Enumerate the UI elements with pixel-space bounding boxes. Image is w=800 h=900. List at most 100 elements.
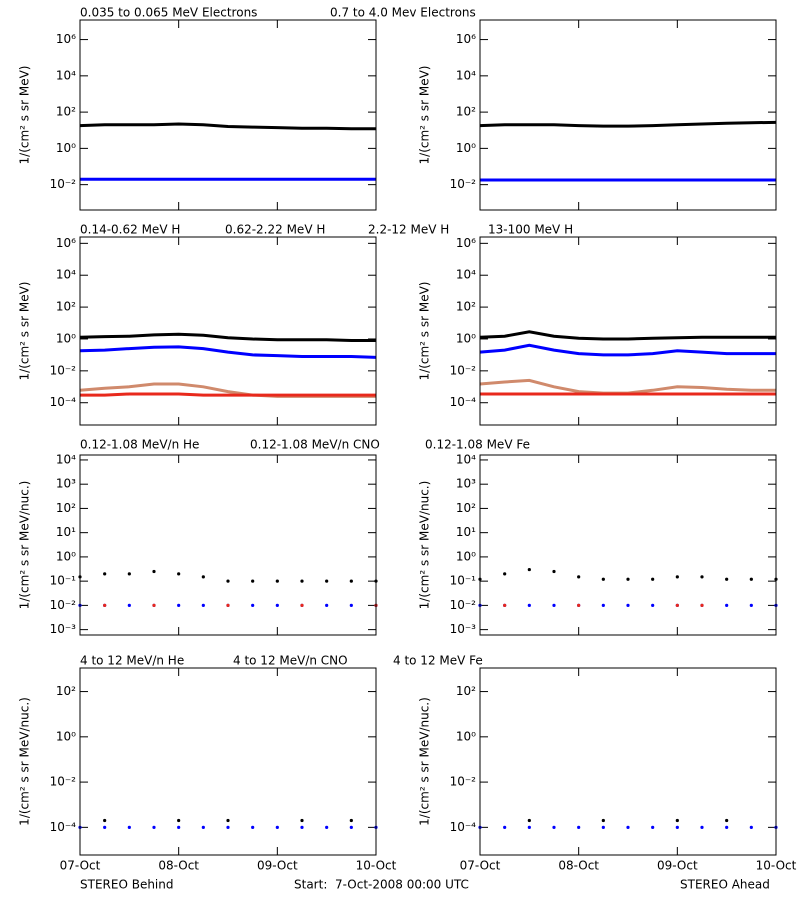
y-axis-label: 1/(cm² s sr MeV) xyxy=(418,66,432,165)
y-axis-label: 1/(cm² s sr MeV/nuc.) xyxy=(418,481,432,610)
data-point xyxy=(601,603,605,607)
data-point xyxy=(749,577,753,581)
data-point xyxy=(527,603,531,607)
y-axis-label: 1/(cm² s sr MeV) xyxy=(18,66,32,165)
data-point xyxy=(103,825,107,829)
data-point xyxy=(601,825,605,829)
data-point xyxy=(152,569,156,574)
data-point xyxy=(251,603,255,607)
data-point xyxy=(626,825,630,829)
plot-frame xyxy=(79,454,377,636)
plot-frame xyxy=(479,454,777,636)
data-point xyxy=(275,603,279,607)
footer-left: STEREO Behind xyxy=(80,878,174,892)
plot-frame xyxy=(79,667,377,856)
legend-entry: 0.7 to 4.0 Mev Electrons xyxy=(330,6,476,20)
series-line xyxy=(79,345,377,359)
legend-entry: 2.2-12 MeV H xyxy=(368,223,449,237)
data-point xyxy=(527,825,531,829)
x-tick-label: 10-Oct xyxy=(356,859,397,873)
data-point xyxy=(552,825,556,829)
x-tick-label: 08-Oct xyxy=(558,859,599,873)
legend-entry: 4 to 12 MeV/n He xyxy=(80,654,184,668)
y-tick-label: 10⁻² xyxy=(50,363,77,377)
y-tick-label: 10⁻⁴ xyxy=(450,395,477,409)
data-point xyxy=(325,603,329,607)
data-point xyxy=(275,579,279,583)
data-point xyxy=(226,818,230,823)
y-tick-label: 10² xyxy=(56,684,76,698)
series-line xyxy=(80,392,376,397)
y-tick-label: 10² xyxy=(56,300,76,314)
data-point xyxy=(725,825,729,829)
data-point xyxy=(725,577,729,581)
data-point xyxy=(503,825,507,829)
data-point xyxy=(226,603,230,607)
data-point xyxy=(201,825,205,829)
data-point xyxy=(300,603,304,607)
y-axis-label: 1/(cm² s sr MeV) xyxy=(18,282,32,381)
y-tick-label: 10² xyxy=(456,300,476,314)
data-point xyxy=(749,603,753,607)
legend-entry: 0.12-1.08 MeV/n CNO xyxy=(250,438,380,452)
data-point xyxy=(675,575,679,579)
y-axis-label: 1/(cm² s sr MeV/nuc.) xyxy=(18,697,32,826)
x-tick-label: 07-Oct xyxy=(460,859,501,873)
data-point xyxy=(349,825,353,829)
y-tick-label: 10² xyxy=(56,105,76,119)
legend-entry: 13-100 MeV H xyxy=(488,223,573,237)
y-tick-label: 10⁰ xyxy=(456,331,476,345)
y-tick-label: 10⁴ xyxy=(56,68,76,82)
legend-entry: 0.12-1.08 MeV Fe xyxy=(425,438,530,452)
y-tick-label: 10⁻³ xyxy=(450,622,477,636)
y-axis-label: 1/(cm² s sr MeV/nuc.) xyxy=(18,481,32,610)
x-tick-label: 08-Oct xyxy=(158,859,199,873)
data-point xyxy=(275,825,279,829)
data-point xyxy=(651,825,655,829)
data-point xyxy=(700,575,704,579)
data-point xyxy=(700,825,704,829)
y-tick-label: 10² xyxy=(456,684,476,698)
y-tick-label: 10⁴ xyxy=(456,268,476,282)
legend-entry: 4 to 12 MeV/n CNO xyxy=(233,654,348,668)
series-line xyxy=(479,378,776,395)
legend-entry: 4 to 12 MeV Fe xyxy=(393,654,483,668)
data-point xyxy=(103,603,107,607)
y-axis-label: 1/(cm² s sr MeV/nuc.) xyxy=(418,697,432,826)
y-tick-label: 10⁰ xyxy=(56,729,76,743)
y-tick-label: 10⁰ xyxy=(456,141,476,155)
series-line xyxy=(79,122,376,131)
y-tick-label: 10⁻¹ xyxy=(50,574,77,588)
data-point xyxy=(349,579,353,583)
y-tick-label: 10² xyxy=(56,501,76,515)
data-point xyxy=(626,603,630,607)
data-point xyxy=(300,825,304,829)
data-point xyxy=(725,603,729,607)
data-point xyxy=(152,603,156,607)
data-point xyxy=(300,579,304,583)
data-point xyxy=(651,603,655,607)
series-line xyxy=(479,330,776,341)
data-point xyxy=(675,825,679,829)
data-point xyxy=(601,818,605,823)
plot-frame xyxy=(79,236,377,426)
y-tick-label: 10⁻⁴ xyxy=(450,820,477,834)
plot-frame xyxy=(479,19,777,211)
data-point xyxy=(725,818,729,823)
series-line xyxy=(79,332,376,342)
y-tick-label: 10⁶ xyxy=(56,236,76,250)
data-point xyxy=(527,818,531,823)
x-tick-label: 07-Oct xyxy=(60,859,101,873)
data-point xyxy=(552,569,556,574)
y-tick-label: 10⁰ xyxy=(56,331,76,345)
y-tick-label: 10⁻² xyxy=(450,177,477,191)
footer-right: STEREO Ahead xyxy=(680,878,770,892)
data-point xyxy=(251,579,255,583)
y-tick-label: 10⁰ xyxy=(56,549,76,563)
y-tick-label: 10⁻² xyxy=(450,775,477,789)
data-point xyxy=(577,825,581,829)
legend-entry: 0.035 to 0.065 MeV Electrons xyxy=(80,6,257,20)
data-point xyxy=(601,577,605,581)
series-line xyxy=(479,343,776,357)
